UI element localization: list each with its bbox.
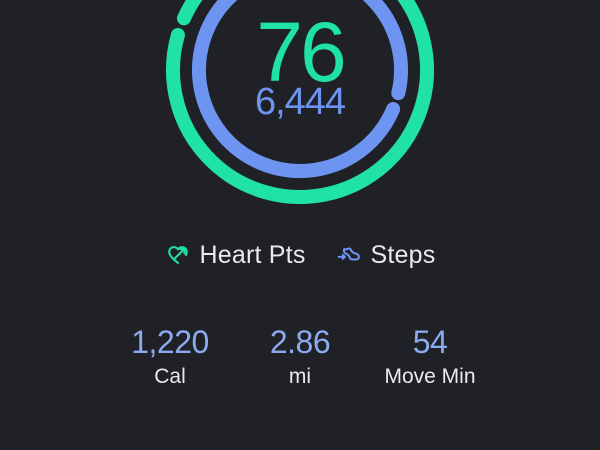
stats-row: 1,220 Cal 2.86 mi 54 Move Min (0, 324, 600, 390)
stat-distance[interactable]: 2.86 mi (235, 324, 365, 390)
ring-steps (192, 0, 408, 178)
stat-move-minutes[interactable]: 54 Move Min (365, 324, 495, 390)
stat-calories-label: Cal (154, 365, 186, 388)
stat-move-minutes-label: Move Min (384, 365, 476, 388)
stat-distance-label: mi (288, 365, 312, 388)
steps-value: 6,444 (254, 81, 346, 123)
legend: Heart Pts Steps (0, 238, 600, 272)
stat-move-minutes-value: 54 (412, 324, 448, 360)
legend-label-heart-pts: Heart Pts (199, 240, 306, 269)
stat-calories-value: 1,220 (131, 324, 209, 360)
legend-item-steps[interactable]: Steps (336, 241, 436, 270)
legend-label-steps: Steps (370, 240, 436, 269)
activity-rings-chart[interactable] (0, 0, 600, 240)
heart-arrow-icon (167, 246, 188, 264)
stat-distance-value: 2.86 (269, 324, 331, 360)
heart-points-value: 76 (256, 5, 346, 99)
ring-heart-points (166, 0, 434, 204)
legend-item-heart-pts[interactable]: Heart Pts (165, 241, 306, 270)
stat-calories[interactable]: 1,220 Cal (105, 324, 235, 390)
shoe-icon (337, 247, 360, 261)
